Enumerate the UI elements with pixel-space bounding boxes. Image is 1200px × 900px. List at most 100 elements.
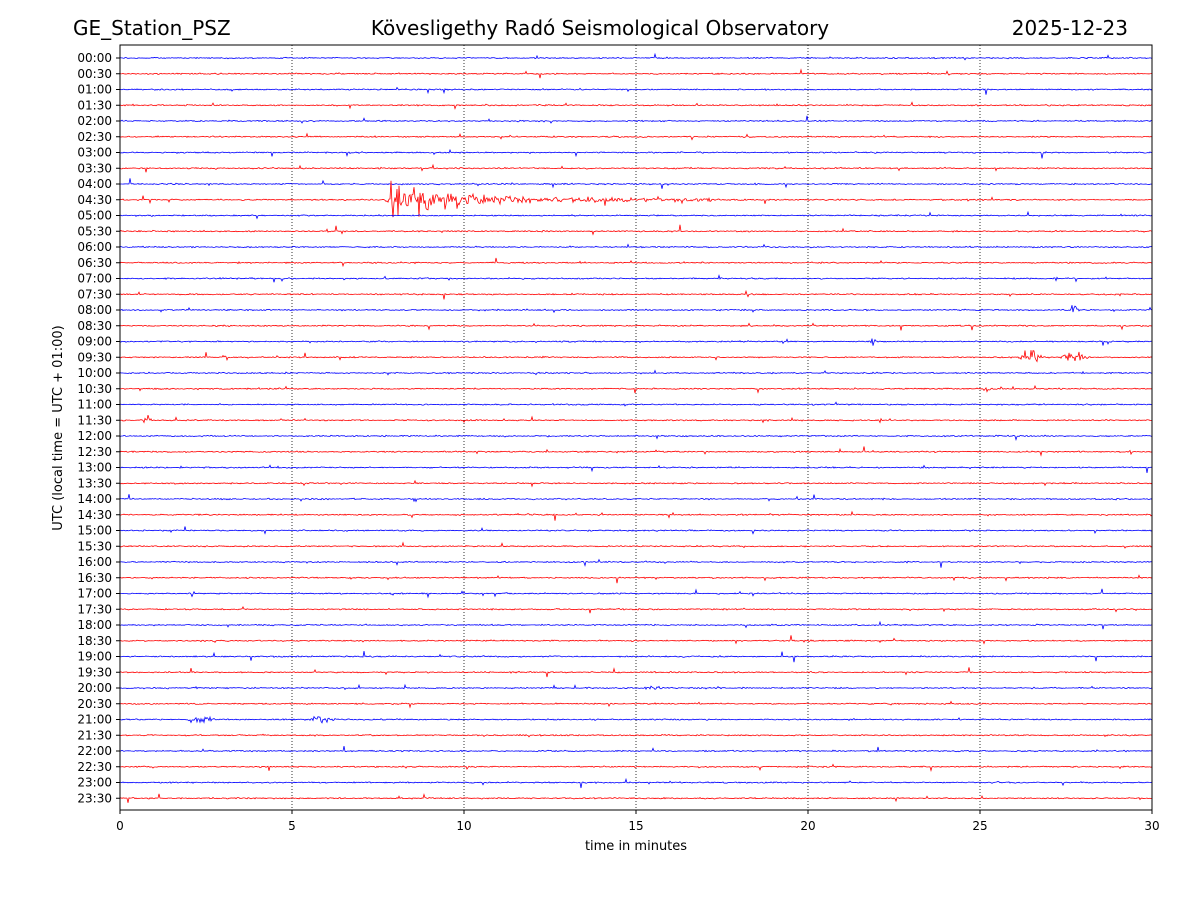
trace-0830 — [119, 322, 1153, 331]
trace-1430 — [119, 510, 1153, 521]
y-tick-label: 15:00 — [77, 524, 112, 538]
trace-0200 — [119, 115, 1153, 124]
y-tick-label: 09:00 — [77, 335, 112, 349]
y-tick-label: 13:00 — [77, 461, 112, 475]
trace-0500 — [119, 210, 1153, 220]
trace-1500 — [119, 526, 1153, 535]
trace-0800 — [119, 305, 1153, 314]
y-tick-label: 22:30 — [77, 760, 112, 774]
y-tick-label: 01:00 — [77, 83, 112, 97]
y-tick-label: 10:30 — [77, 382, 112, 396]
x-axis-label: time in minutes — [585, 839, 687, 854]
trace-0900 — [119, 338, 1153, 346]
y-tick-label: 07:30 — [77, 287, 112, 301]
y-tick-label: 17:00 — [77, 587, 112, 601]
y-tick-label: 10:00 — [77, 366, 112, 380]
y-tick-label: 06:00 — [77, 240, 112, 254]
trace-1900 — [119, 651, 1153, 663]
y-tick-label: 05:00 — [77, 209, 112, 223]
trace-2030 — [119, 700, 1153, 709]
trace-0430 — [119, 180, 1153, 218]
trace-1800 — [119, 620, 1153, 630]
y-tick-label: 09:30 — [77, 350, 112, 364]
trace-0130 — [119, 101, 1153, 110]
x-tick-label: 5 — [288, 819, 296, 833]
trace-2100 — [119, 715, 1153, 724]
y-tick-label: 19:30 — [77, 665, 112, 679]
trace-1930 — [119, 667, 1153, 678]
trace-1530 — [119, 541, 1153, 549]
y-tick-label: 02:30 — [77, 130, 112, 144]
y-tick-label: 21:00 — [77, 713, 112, 727]
trace-0630 — [119, 257, 1153, 268]
plot-date: 2025-12-23 — [1011, 16, 1128, 40]
y-tick-label: 08:30 — [77, 319, 112, 333]
x-tick-label: 15 — [628, 819, 643, 833]
y-tick-label: 05:30 — [77, 224, 112, 238]
station-name: GE_Station_PSZ — [73, 16, 231, 40]
trace-2130 — [119, 733, 1153, 738]
y-axis-label: UTC (local time = UTC + 01:00) — [51, 325, 66, 530]
y-tick-label: 16:00 — [77, 555, 112, 569]
trace-2000 — [119, 683, 1153, 691]
y-tick-label: 18:30 — [77, 634, 112, 648]
trace-0600 — [119, 243, 1153, 249]
trace-1300 — [119, 464, 1153, 473]
x-tick-label: 0 — [116, 819, 124, 833]
trace-1400 — [119, 494, 1153, 503]
y-tick-label: 14:30 — [77, 508, 112, 522]
trace-1600 — [119, 558, 1153, 568]
y-tick-label: 13:30 — [77, 476, 112, 490]
trace-0330 — [119, 163, 1153, 173]
y-tick-label: 23:30 — [77, 791, 112, 805]
x-tick-label: 10 — [456, 819, 471, 833]
grid-lines — [291, 45, 981, 810]
trace-1130 — [119, 414, 1153, 424]
trace-1830 — [119, 635, 1153, 645]
y-tick-label: 00:30 — [77, 67, 112, 81]
trace-0730 — [119, 289, 1153, 300]
y-tick-label: 23:00 — [77, 776, 112, 790]
y-tick-label: 08:00 — [77, 303, 112, 317]
y-tick-label: 17:30 — [77, 602, 112, 616]
trace-0000 — [119, 52, 1153, 61]
y-tick-label: 03:00 — [77, 146, 112, 160]
trace-1200 — [119, 434, 1153, 441]
trace-1030 — [119, 384, 1153, 394]
y-tick-label: 15:30 — [77, 539, 112, 553]
trace-1700 — [120, 588, 1153, 599]
trace-1330 — [119, 479, 1153, 488]
y-tick-label: 20:30 — [77, 697, 112, 711]
trace-2230 — [119, 763, 1153, 772]
x-axis-ticks: 0 5 10 15 20 25 30 — [116, 810, 1160, 833]
y-tick-label: 18:00 — [77, 618, 112, 632]
trace-1100 — [119, 401, 1153, 407]
y-tick-label: 03:30 — [77, 161, 112, 175]
trace-1630 — [119, 574, 1153, 584]
trace-1000 — [119, 369, 1153, 376]
y-tick-label: 11:30 — [77, 413, 112, 427]
y-tick-label: 22:00 — [77, 744, 112, 758]
trace-0100 — [119, 86, 1153, 95]
trace-2200 — [119, 745, 1153, 753]
y-tick-label: 16:30 — [77, 571, 112, 585]
observatory-title: Kövesligethy Radó Seismological Observat… — [370, 16, 830, 40]
y-tick-label: 20:00 — [77, 681, 112, 695]
trace-2300 — [119, 777, 1153, 789]
y-tick-label: 12:30 — [77, 445, 112, 459]
y-tick-label: 00:00 — [77, 51, 112, 65]
y-tick-label: 21:30 — [77, 728, 112, 742]
y-tick-label: 07:00 — [77, 272, 112, 286]
y-tick-label: 19:00 — [77, 650, 112, 664]
y-tick-label: 12:00 — [77, 429, 112, 443]
y-tick-label: 04:30 — [77, 193, 112, 207]
y-tick-label: 01:30 — [77, 98, 112, 112]
x-tick-label: 25 — [972, 819, 987, 833]
trace-0230 — [119, 132, 1153, 141]
trace-0030 — [119, 68, 1153, 79]
trace-0700 — [119, 274, 1153, 283]
trace-2330 — [119, 793, 1153, 803]
y-tick-label: 02:00 — [77, 114, 112, 128]
